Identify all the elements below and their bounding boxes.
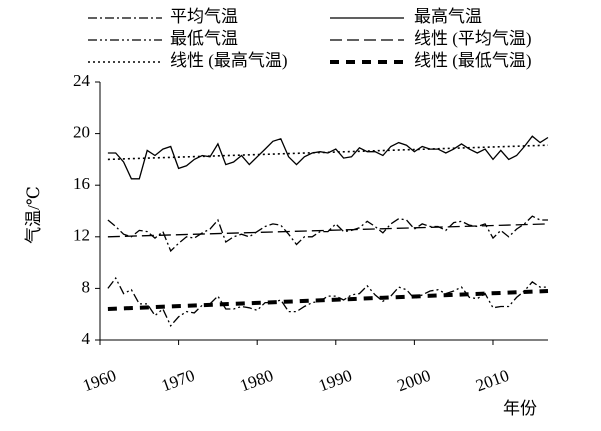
y-tick-label: 8: [82, 277, 91, 296]
legend-label: 线性 (最低气温): [414, 51, 532, 70]
y-tick-label: 20: [73, 123, 90, 142]
y-axis-label: 气温/℃: [24, 186, 43, 244]
legend-label: 平均气温: [170, 7, 238, 26]
y-tick-label: 4: [82, 329, 91, 348]
y-tick-label: 12: [73, 226, 90, 245]
x-axis-label: 年份: [503, 399, 537, 418]
y-tick-label: 24: [73, 71, 91, 90]
legend-label: 线性 (最高气温): [170, 51, 288, 70]
series-line: [107, 223, 549, 238]
legend-label: 线性 (平均气温): [414, 29, 532, 48]
series-line: [107, 144, 549, 161]
series-line: [107, 276, 548, 327]
legend-label: 最低气温: [170, 29, 238, 48]
legend-label: 最高气温: [414, 7, 482, 26]
y-tick-label: 16: [73, 174, 90, 193]
series-line: [107, 215, 548, 253]
